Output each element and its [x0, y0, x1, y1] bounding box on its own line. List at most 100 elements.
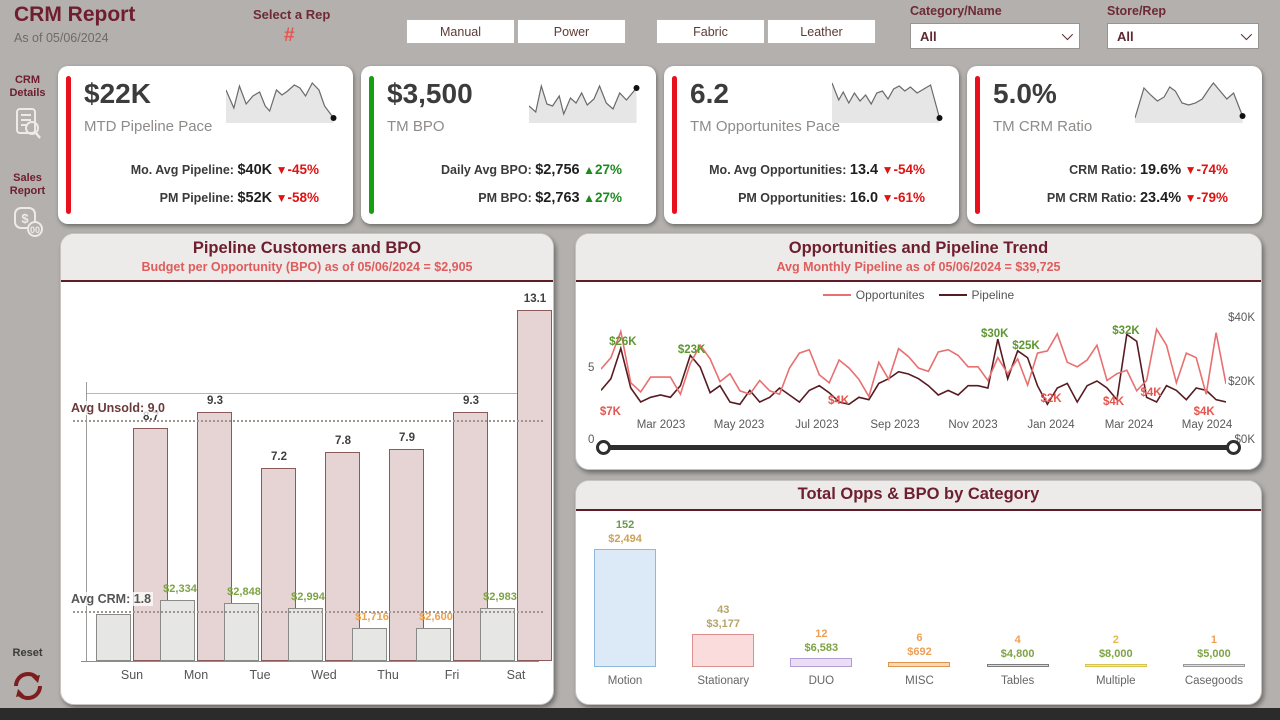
window-bottom-edge	[0, 708, 1280, 720]
pipeline-line-swatch	[938, 293, 967, 297]
sidebar-item-crm-details[interactable]: CRM Details	[0, 74, 55, 147]
category-name-label: DUO	[808, 675, 835, 687]
crm-bar-sat[interactable]	[480, 608, 515, 661]
store-rep-dropdown[interactable]: All	[1107, 23, 1259, 49]
category-count-label: 4	[1014, 634, 1021, 646]
sidebar-item-reset[interactable]: Reset	[0, 647, 55, 711]
filter-button-leather[interactable]: Leather	[767, 19, 876, 44]
avg-crm-line	[73, 610, 543, 613]
crm-bar-fri[interactable]	[416, 628, 451, 661]
unsold-bar-wed[interactable]	[325, 452, 360, 661]
filter-button-power[interactable]: Power	[517, 19, 626, 44]
unsold-value-label: 13.1	[523, 293, 547, 305]
category-bpo-label: $2,494	[608, 533, 642, 545]
category-name-dropdown[interactable]: All	[910, 23, 1080, 49]
trend-legend: Opportunites Pipeline	[576, 288, 1261, 302]
pipeline-chart-area: 8.7 Sun 9.3 $2,334 Mon 7.2 $2,848 Tue 7.8 $2,994 W…	[61, 282, 553, 696]
category-bar-motion[interactable]	[594, 549, 657, 667]
bpo-value-label: $2,983	[483, 591, 517, 603]
reset-refresh-icon	[0, 666, 55, 711]
category-count-label: 2	[1112, 634, 1119, 646]
kpi-value: $22K	[84, 78, 151, 109]
category-count-label: 1	[1210, 634, 1217, 646]
x-tick-label: Mar 2023	[636, 419, 686, 431]
category-name-label: Stationary	[697, 675, 750, 687]
kpi-accent-bar	[66, 76, 71, 214]
x-axis-line	[81, 661, 539, 662]
unsold-value-label: 7.8	[335, 435, 351, 447]
page-title: CRM Report	[14, 3, 136, 26]
kpi-label: TM BPO	[387, 118, 445, 135]
unsold-value-label: 7.9	[399, 432, 415, 444]
category-name-label: Multiple	[1095, 675, 1136, 687]
category-name-label: MISC	[905, 675, 934, 687]
category-count-label: 12	[815, 628, 828, 640]
trend-annotation: $4K	[1140, 387, 1162, 399]
kpi-stat-row: CRM Ratio: 19.6% ▼-74%	[1069, 162, 1228, 178]
reset-label: Reset	[12, 647, 43, 659]
filter-button-manual[interactable]: Manual	[406, 19, 515, 44]
store-rep-value: All	[1117, 28, 1134, 44]
kpi-value: 6.2	[690, 78, 729, 109]
category-name-filter: Category/Name All	[910, 4, 1080, 49]
filter-button-fabric[interactable]: Fabric	[656, 19, 765, 44]
x-tick-label: Nov 2023	[948, 419, 998, 431]
crm-bar-mon[interactable]	[160, 600, 195, 661]
legend-pipeline[interactable]: Pipeline	[938, 288, 1014, 302]
kpi-stats: Mo. Avg Pipeline: $40K ▼-45% PM Pipeline:…	[66, 156, 319, 212]
crm-bar-wed[interactable]	[288, 608, 323, 661]
category-name-value: All	[920, 28, 937, 44]
category-bar-misc[interactable]	[888, 662, 951, 667]
date-range-slider[interactable]	[604, 445, 1233, 450]
store-rep-label: Store/Rep	[1107, 4, 1167, 18]
kpi-card-2: 6.2 TM Opportunites Pace Mo. Avg Opportuni…	[664, 66, 959, 224]
category-count-label: 43	[717, 604, 730, 616]
trend-line-chart	[601, 327, 1226, 406]
legend-opportunites[interactable]: Opportunites	[822, 288, 925, 302]
trend-panel-subtitle: Avg Monthly Pipeline as of 05/06/2024 = …	[776, 260, 1061, 274]
unsold-bar-sat[interactable]	[517, 310, 552, 661]
category-bar-multiple[interactable]	[1084, 664, 1147, 667]
day-label-sat: Sat	[506, 668, 526, 682]
trend-panel: Opportunities and Pipeline Trend Avg Mon…	[575, 233, 1262, 470]
pipeline-customers-panel: Pipeline Customers and BPO Budget per Op…	[60, 233, 554, 705]
crm-bar-thu[interactable]	[352, 628, 387, 661]
kpi-card-0: $22K MTD Pipeline Pace Mo. Avg Pipeline: $…	[58, 66, 353, 224]
trend-panel-header: Opportunities and Pipeline Trend Avg Mon…	[576, 234, 1261, 282]
slider-handle-end[interactable]	[1226, 440, 1241, 455]
kpi-stat-row: Daily Avg BPO: $2,756 ▲27%	[441, 162, 622, 178]
category-column-misc: 6 $692 MISC	[870, 511, 968, 703]
kpi-stat-row: Mo. Avg Pipeline: $40K ▼-45%	[130, 162, 319, 178]
y-axis-line	[86, 382, 87, 661]
x-tick-label: Mar 2024	[1104, 419, 1154, 431]
kpi-stat-row: PM Pipeline: $52K ▼-58%	[159, 190, 319, 206]
bpo-value-label: $2,994	[291, 591, 325, 603]
document-search-icon	[0, 106, 55, 147]
category-bar-duo[interactable]	[790, 658, 853, 667]
unsold-bar-thu[interactable]	[389, 449, 424, 661]
crm-bar-sun[interactable]	[96, 614, 131, 661]
category-column-tables: 4 $4,800 Tables	[969, 511, 1067, 703]
money-coins-icon: $ 00	[0, 204, 55, 245]
avg-unsold-line	[73, 419, 543, 422]
trend-annotation: $30K	[981, 328, 1009, 340]
day-label-wed: Wed	[311, 668, 337, 682]
category-bar-stationary[interactable]	[692, 634, 755, 667]
kpi-accent-bar	[672, 76, 677, 214]
crm-details-label: CRM Details	[9, 74, 46, 99]
kpi-sparkline	[1135, 82, 1246, 123]
trend-annotation: $4K	[1193, 406, 1215, 418]
category-name-label: Motion	[607, 675, 643, 687]
category-bar-tables[interactable]	[986, 664, 1049, 667]
category-chart-area: 152 $2,494 Motion 43 $3,177 Stationary 12 $6,58…	[576, 511, 1261, 703]
category-bar-casegoods[interactable]	[1182, 664, 1245, 667]
kpi-stats: CRM Ratio: 19.6% ▼-74% PM CRM Ratio: 23.4…	[975, 156, 1228, 212]
sidebar-item-sales-report[interactable]: Sales Report $ 00	[0, 172, 55, 245]
rep-number-slicer[interactable]: #	[284, 25, 295, 46]
kpi-label: TM CRM Ratio	[993, 118, 1093, 135]
unsold-value-label: 7.2	[271, 451, 287, 463]
trend-panel-title: Opportunities and Pipeline Trend	[788, 239, 1049, 257]
day-label-tue: Tue	[249, 668, 271, 682]
slider-handle-start[interactable]	[596, 440, 611, 455]
